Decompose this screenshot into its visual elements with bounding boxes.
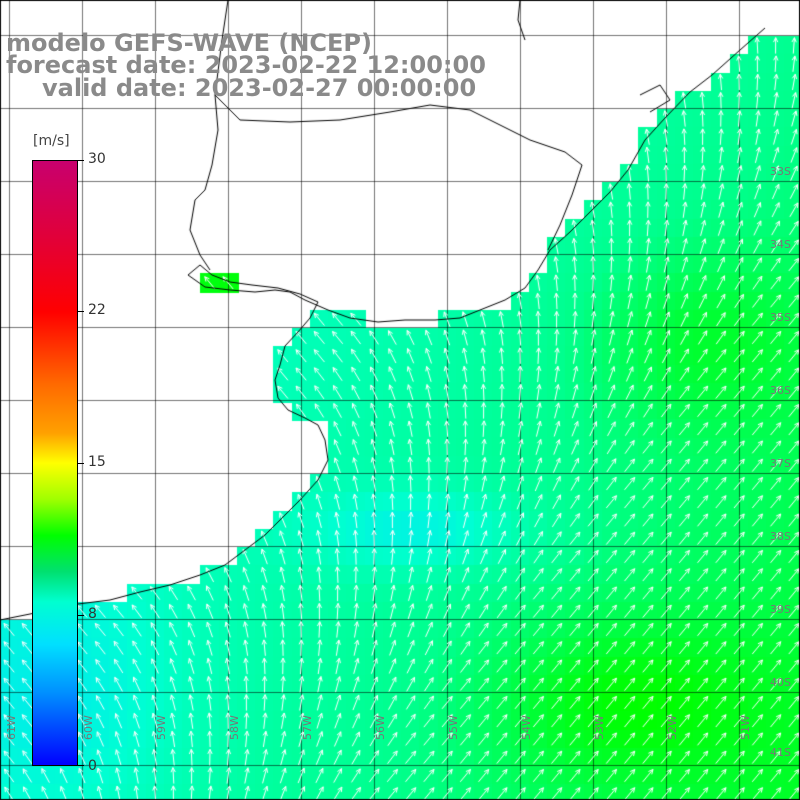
- lat-label: 40S: [770, 676, 791, 689]
- colorbar-tickmark: [78, 765, 84, 766]
- lon-label: 54W: [520, 715, 533, 740]
- colorbar-tick-22: 22: [88, 302, 106, 318]
- colorbar-tick-30: 30: [88, 151, 106, 167]
- colorbar-tickmark: [78, 463, 84, 464]
- colorbar-tick-8: 8: [88, 606, 97, 622]
- colorbar-tickmark: [78, 615, 84, 616]
- title-valid-date: valid date: 2023-02-27 00:00:00: [42, 74, 477, 102]
- lon-label: 53W: [593, 715, 606, 740]
- lat-label: 34S: [770, 238, 791, 251]
- title-model: modelo GEFS-WAVE (NCEP): [6, 29, 372, 57]
- lon-label: 56W: [374, 715, 387, 740]
- colorbar: [32, 160, 78, 766]
- colorbar-tickmark: [78, 311, 84, 312]
- lat-label: 33S: [770, 165, 791, 178]
- lon-label: 58W: [228, 715, 241, 740]
- lon-label: 51W: [739, 715, 752, 740]
- title-forecast-date: forecast date: 2023-02-22 12:00:00: [6, 51, 486, 79]
- colorbar-tick-0: 0: [88, 758, 97, 774]
- lon-label: 60W: [82, 715, 95, 740]
- lat-label: 35S: [770, 311, 791, 324]
- lat-label: 37S: [770, 457, 791, 470]
- lat-label: 38S: [770, 530, 791, 543]
- lon-label: 59W: [155, 715, 168, 740]
- lon-label: 55W: [447, 715, 460, 740]
- colorbar-unit-label: [m/s]: [33, 133, 70, 149]
- lat-label: 41S: [770, 746, 791, 759]
- lat-label: 36S: [770, 384, 791, 397]
- colorbar-tick-15: 15: [88, 454, 106, 470]
- lon-label: 52W: [666, 715, 679, 740]
- lon-label: 61W: [5, 715, 18, 740]
- lat-label: 39S: [770, 603, 791, 616]
- lon-label: 57W: [301, 715, 314, 740]
- colorbar-tickmark: [78, 160, 84, 161]
